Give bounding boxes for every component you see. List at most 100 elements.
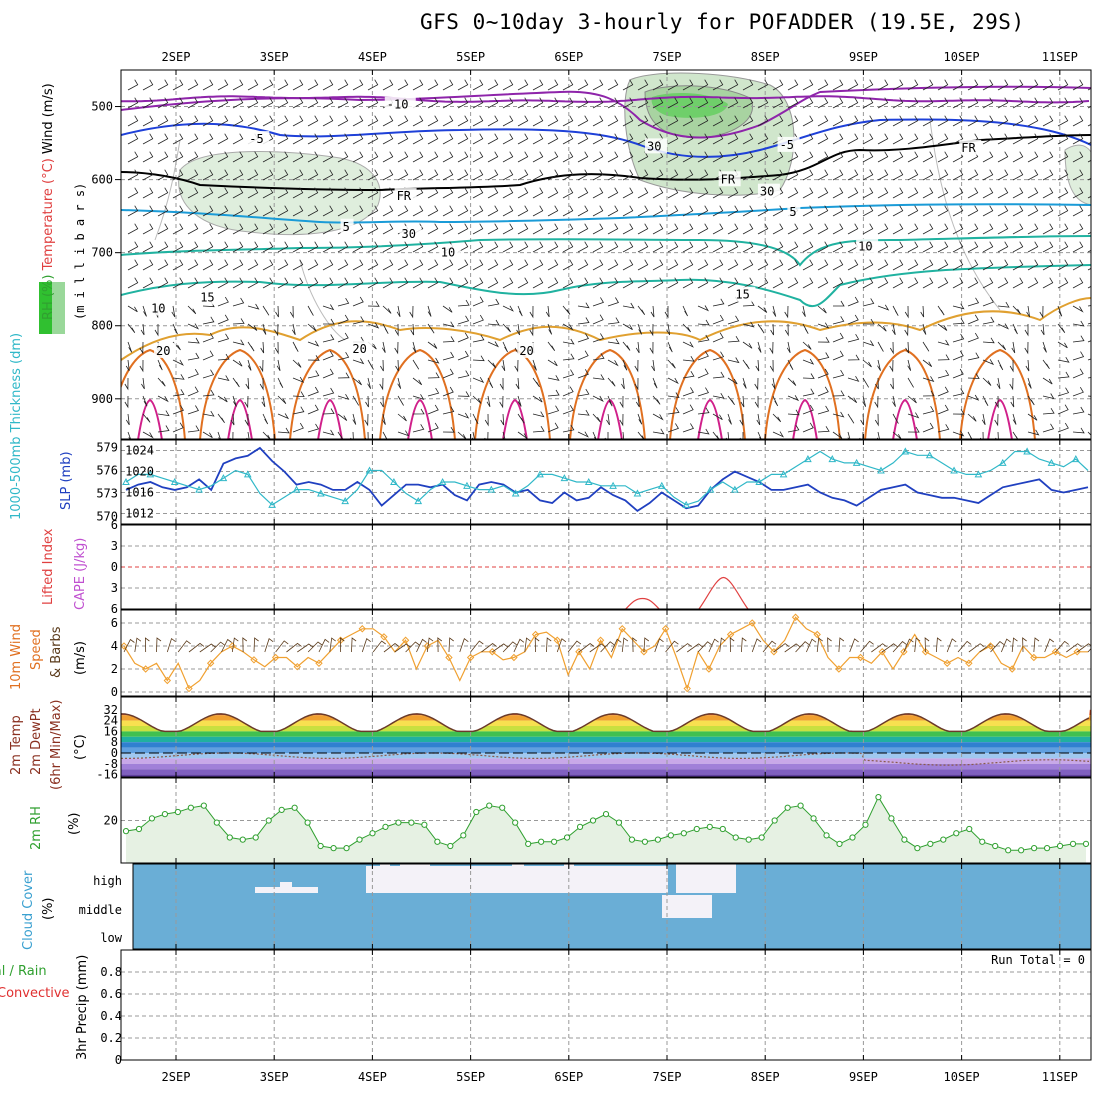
- slp-line: [125, 446, 1089, 513]
- wind-barb: [322, 304, 335, 311]
- wind-barb: [142, 79, 154, 91]
- y-axis-label-10m: 10m Wind: [9, 624, 24, 690]
- wind-barb: [847, 223, 859, 235]
- wind-barb: [727, 97, 739, 109]
- y-axis-label-upper: RH (%) Temperature (°C) Wind (m/s): [41, 83, 56, 320]
- wind-barb: [892, 97, 904, 109]
- wind-barb: [217, 115, 229, 127]
- wind-barb: [157, 169, 169, 181]
- wind-barb: [442, 368, 454, 379]
- wind-barb: [412, 151, 424, 163]
- wind-barb: [619, 395, 624, 409]
- wind-barb: [697, 319, 710, 326]
- wind-barb: [1042, 115, 1054, 127]
- wind-barb: [1012, 151, 1024, 163]
- wind-barb: [1087, 231, 1091, 235]
- wind-barb: [802, 115, 814, 127]
- wind-barb: [967, 373, 980, 379]
- wind-barb: [697, 151, 709, 163]
- wind-barb: [1010, 395, 1015, 408]
- contour-label: 30: [760, 185, 774, 199]
- wind-barb: [367, 322, 380, 329]
- wind-barb: [396, 305, 401, 318]
- rh-marker: [408, 819, 415, 826]
- wind-barb: [457, 370, 470, 379]
- y-tick-label: 3: [111, 581, 118, 595]
- wind-barb: [517, 205, 529, 217]
- wind-barb: [742, 115, 754, 127]
- wind-barb: [877, 133, 889, 145]
- wind-barb: [277, 97, 289, 109]
- wind-barb: [427, 169, 439, 181]
- wind-barb: [1012, 79, 1024, 91]
- wind-barb: [322, 187, 334, 199]
- wind-barb: [262, 223, 274, 235]
- wind-barb: [187, 259, 199, 271]
- wind-barb: [517, 413, 525, 424]
- wind-barb-10m: [448, 637, 454, 653]
- wind-barb: [802, 422, 814, 433]
- wind-barb: [862, 79, 874, 91]
- wind-barb: [337, 115, 349, 127]
- wind-barb: [635, 341, 640, 354]
- wind-barb: [307, 133, 319, 145]
- wind-barb-10m: [1066, 643, 1082, 653]
- wind-barb: [247, 187, 259, 199]
- wind-barb: [817, 305, 827, 314]
- y-tick-label: 1016: [125, 486, 154, 500]
- wind-barb-10m: [654, 638, 664, 653]
- wind-barb: [892, 395, 896, 407]
- wind-barb: [217, 79, 229, 91]
- contour-label: 30: [647, 139, 661, 153]
- rh-marker: [538, 838, 545, 845]
- wind-barb: [1040, 323, 1045, 336]
- wind-barb: [547, 241, 559, 253]
- wind-barb: [682, 387, 694, 397]
- rh-marker: [706, 823, 713, 830]
- dewpoint-band: [121, 774, 1091, 777]
- wind-barb: [323, 318, 335, 325]
- temp-contour-25: [959, 348, 1036, 439]
- y-axis-label-lifted-index: Lifted Index: [41, 528, 56, 605]
- contour-label: 5: [343, 220, 350, 234]
- wind-barb: [142, 259, 154, 271]
- thickness-marker: [804, 455, 812, 463]
- thickness-marker: [755, 477, 764, 485]
- wind-barb-10m: [924, 637, 930, 653]
- wind-barb: [502, 151, 514, 163]
- wind-barb: [397, 395, 404, 406]
- wind-barb: [562, 404, 574, 415]
- wind-barb: [922, 97, 934, 109]
- wind-barb: [517, 97, 529, 109]
- wind-barb: [367, 223, 379, 235]
- wind-barb: [1012, 169, 1024, 181]
- wind-barb-10m: [687, 643, 703, 653]
- wind-barb-10m: [1044, 638, 1055, 653]
- wind-barb: [802, 133, 814, 145]
- wind-barb: [772, 223, 784, 235]
- wind-barb: [772, 151, 784, 163]
- contour-label-bg: [384, 96, 416, 112]
- wind-barb: [847, 277, 859, 289]
- wind-barb: [592, 241, 604, 253]
- wind-barb: [862, 133, 874, 145]
- wind-barb: [397, 241, 409, 253]
- wind-barb: [937, 339, 950, 346]
- wind-barb: [307, 79, 319, 91]
- wind-barb: [802, 187, 814, 199]
- wind-barb: [352, 97, 364, 109]
- wind-barb: [784, 323, 789, 337]
- wind-barb: [562, 305, 571, 315]
- x-tick-label-bottom: 7SEP: [653, 1070, 682, 1084]
- wind-barb: [547, 97, 559, 109]
- y-axis-label-convective: Convective: [0, 986, 70, 1001]
- wind-barb: [367, 241, 379, 253]
- wind-barb: [652, 413, 664, 421]
- wind-barb: [412, 97, 424, 109]
- wind-barb: [472, 115, 484, 127]
- wind-barb: [352, 151, 364, 163]
- wind-barb: [515, 377, 520, 390]
- wind-barb: [232, 187, 244, 199]
- wind-barbs: [124, 79, 1091, 439]
- thickness-marker: [1023, 447, 1031, 455]
